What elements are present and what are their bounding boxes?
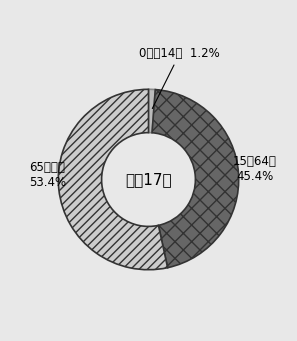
Text: 15〜64才
45.4%: 15〜64才 45.4% xyxy=(233,155,277,183)
Wedge shape xyxy=(58,89,168,270)
Text: 0から14才  1.2%: 0から14才 1.2% xyxy=(140,47,220,108)
Wedge shape xyxy=(152,90,239,268)
Text: 65才以上
53.4%: 65才以上 53.4% xyxy=(29,161,66,189)
Text: 平成17年: 平成17年 xyxy=(125,172,172,187)
Wedge shape xyxy=(148,89,155,133)
